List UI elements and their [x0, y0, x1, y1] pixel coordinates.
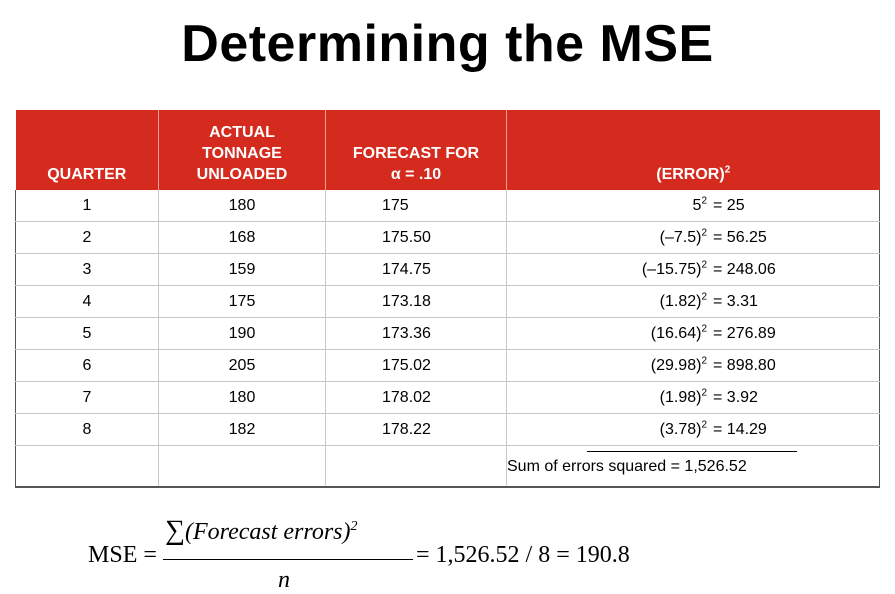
cell-error: (3.78)2 = 14.29	[506, 413, 880, 446]
cell-quarter: 1	[15, 190, 159, 222]
formula-numerator: ∑(Forecast errors)2	[165, 515, 358, 546]
cell-actual: 180	[158, 381, 326, 414]
table-row: 6 205 175.02 (29.98)2 = 898.80	[15, 349, 880, 382]
cell-actual: 190	[158, 317, 326, 350]
table-row: 5 190 173.36 (16.64)2 = 276.89	[15, 317, 880, 350]
table-row: 3 159 174.75 (–15.75)2 = 248.06	[15, 253, 880, 286]
sum-value: = 1,526.52	[670, 457, 747, 475]
mse-table: QUARTER ACTUAL TONNAGE UNLOADED FORECAST…	[15, 110, 880, 488]
table-header-row: QUARTER ACTUAL TONNAGE UNLOADED FORECAST…	[15, 110, 880, 190]
sum-label: Sum of errors squared	[507, 457, 667, 475]
cell-forecast: 175	[325, 190, 507, 222]
header-forecast: FORECAST FOR α = .10	[325, 110, 507, 190]
cell-actual: 182	[158, 413, 326, 446]
sum-cell: Sum of errors squared = 1,526.52	[506, 445, 880, 488]
sum-row: Sum of errors squared = 1,526.52	[15, 445, 880, 488]
table-row: 4 175 173.18 (1.82)2 = 3.31	[15, 285, 880, 318]
cell-error: (–7.5)2 = 56.25	[506, 221, 880, 254]
cell-quarter: 3	[15, 253, 159, 286]
cell-error: (29.98)2 = 898.80	[506, 349, 880, 382]
cell-actual: 159	[158, 253, 326, 286]
cell-actual: 175	[158, 285, 326, 318]
cell-error: 52 = 25	[506, 190, 880, 222]
cell-quarter: 7	[15, 381, 159, 414]
cell-quarter: 2	[15, 221, 159, 254]
cell-error: (–15.75)2 = 248.06	[506, 253, 880, 286]
cell-quarter: 8	[15, 413, 159, 446]
cell-forecast: 175.50	[325, 221, 507, 254]
formula-rhs: = 1,526.52 / 8 = 190.8	[416, 542, 630, 568]
fraction-bar	[163, 559, 413, 560]
formula-lhs: MSE =	[88, 542, 157, 568]
cell-forecast: 174.75	[325, 253, 507, 286]
cell-forecast: 173.36	[325, 317, 507, 350]
cell-error: (16.64)2 = 276.89	[506, 317, 880, 350]
table-row: 1 180 175 52 = 25	[15, 190, 880, 222]
cell-quarter: 5	[15, 317, 159, 350]
cell-forecast: 178.22	[325, 413, 507, 446]
header-actual: ACTUAL TONNAGE UNLOADED	[158, 110, 326, 190]
cell-forecast: 173.18	[325, 285, 507, 318]
sum-divider	[587, 450, 797, 452]
header-quarter: QUARTER	[15, 110, 159, 190]
page-title: Determining the MSE	[181, 15, 714, 73]
cell-forecast: 178.02	[325, 381, 507, 414]
table-row: 2 168 175.50 (–7.5)2 = 56.25	[15, 221, 880, 254]
table-row: 8 182 178.22 (3.78)2 = 14.29	[15, 413, 880, 446]
cell-actual: 205	[158, 349, 326, 382]
cell-quarter: 6	[15, 349, 159, 382]
formula-denominator: n	[278, 567, 290, 593]
cell-error: (1.98)2 = 3.92	[506, 381, 880, 414]
cell-forecast: 175.02	[325, 349, 507, 382]
cell-actual: 168	[158, 221, 326, 254]
cell-actual: 180	[158, 190, 326, 222]
header-error: (ERROR)2	[506, 110, 880, 190]
table-row: 7 180 178.02 (1.98)2 = 3.92	[15, 381, 880, 414]
cell-error: (1.82)2 = 3.31	[506, 285, 880, 318]
cell-quarter: 4	[15, 285, 159, 318]
